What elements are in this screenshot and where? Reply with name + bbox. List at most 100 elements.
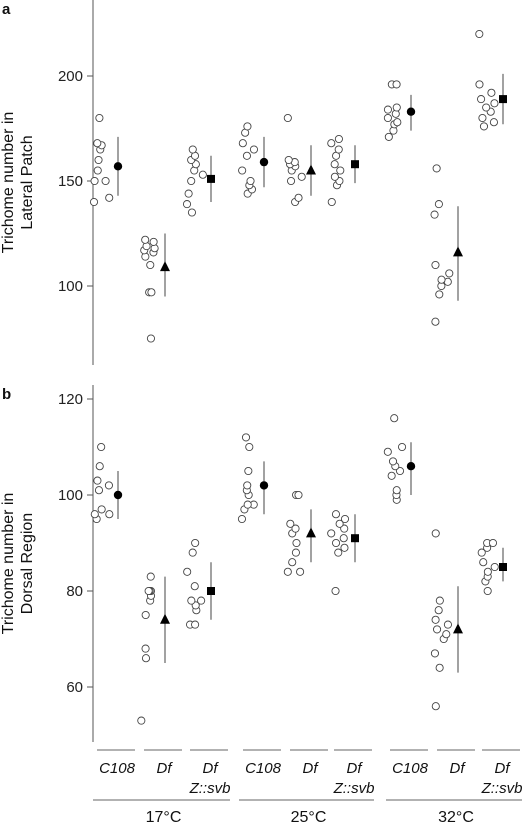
data-point [331, 538, 341, 548]
data-point [101, 176, 110, 186]
data-point [490, 562, 499, 572]
mean-square-marker [351, 160, 359, 169]
data-point [144, 586, 153, 596]
data-point [430, 210, 439, 219]
data-point [245, 442, 254, 452]
category-label: Df [203, 760, 220, 777]
data-point [291, 524, 300, 533]
category-label-line2: Z::svb [189, 780, 231, 797]
data-point [330, 160, 339, 169]
y-axis-title: Trichome number in Dorsal Region [0, 493, 36, 635]
panel-a: a 100 150 200 Trichome number in Lateral Patc… [0, 0, 507, 365]
data-point [330, 172, 339, 181]
data-group [140, 233, 170, 343]
data-point [331, 510, 341, 519]
y-tick-label: 60 [66, 679, 83, 696]
data-point [93, 139, 102, 148]
data-point [286, 519, 295, 528]
data-point [488, 538, 498, 548]
data-point [445, 269, 454, 278]
data-point [433, 625, 442, 634]
temperature-label: 32°C [438, 809, 474, 826]
data-point [105, 510, 114, 519]
data-point [94, 155, 103, 165]
data-point [291, 548, 300, 557]
data-point [283, 113, 292, 123]
data-point [89, 197, 99, 207]
data-point [477, 95, 486, 104]
y-tick-label: 80 [66, 583, 83, 600]
data-point [283, 567, 292, 576]
data-point [490, 99, 499, 108]
data-point [294, 193, 303, 202]
data-group [137, 572, 170, 725]
data-point [246, 176, 255, 186]
mean-triangle-marker [453, 623, 463, 634]
data-point [241, 433, 251, 442]
data-point [393, 118, 402, 127]
data-group [477, 538, 507, 596]
data-point [435, 290, 444, 299]
data-point [146, 260, 155, 270]
data-point [431, 615, 440, 624]
data-group [383, 414, 416, 504]
data-point [198, 170, 207, 179]
data-point [146, 334, 156, 343]
data-point [340, 514, 350, 524]
data-point [392, 103, 401, 112]
data-point [387, 471, 396, 480]
data-point [434, 200, 443, 209]
data-point [104, 481, 113, 490]
data-point [182, 200, 192, 209]
mean-triangle-marker [160, 613, 170, 624]
data-point [238, 139, 247, 148]
data-point [475, 80, 484, 89]
data-point [431, 260, 440, 270]
y-axis-title-line: Dorsal Region [19, 513, 36, 614]
mean-circle-marker [406, 107, 416, 116]
mean-circle-marker [259, 481, 269, 490]
mean-triangle-marker [160, 261, 170, 272]
mean-square-marker [499, 563, 507, 571]
data-point [392, 486, 401, 495]
data-point [334, 145, 343, 154]
mean-triangle-marker [306, 527, 316, 538]
data-point [190, 582, 199, 591]
data-point [238, 166, 247, 175]
data-point [284, 155, 293, 165]
data-point [384, 132, 393, 141]
category-label: Df [157, 760, 174, 777]
data-point [243, 481, 252, 490]
data-point [244, 466, 253, 476]
mean-triangle-marker [453, 246, 463, 257]
data-point [383, 113, 392, 123]
y-axis-title-line: Trichome number in [0, 112, 17, 254]
data-point [430, 649, 439, 658]
data-point [383, 447, 392, 456]
data-point [95, 113, 104, 123]
mean-square-marker [499, 95, 507, 104]
data-point [286, 176, 296, 186]
data-point [147, 288, 156, 297]
data-point [188, 548, 197, 557]
data-point [483, 567, 492, 576]
data-point [431, 702, 440, 711]
data-point [141, 654, 151, 663]
data-point [94, 486, 104, 495]
y-axis-title-line: Lateral Patch [19, 135, 36, 229]
data-point [288, 558, 297, 567]
category-label: C108 [99, 760, 136, 777]
y-axis-title-line: Trichome number in [0, 493, 17, 635]
data-point [243, 500, 252, 509]
data-point [188, 145, 197, 154]
category-label: C108 [392, 760, 429, 777]
data-point [340, 524, 349, 533]
data-point [183, 567, 192, 576]
data-point [435, 596, 444, 605]
temperature-label: 25°C [291, 809, 327, 826]
mean-triangle-marker [306, 164, 316, 175]
category-label: Df [303, 760, 320, 777]
data-group [475, 29, 507, 131]
data-point [327, 197, 336, 207]
